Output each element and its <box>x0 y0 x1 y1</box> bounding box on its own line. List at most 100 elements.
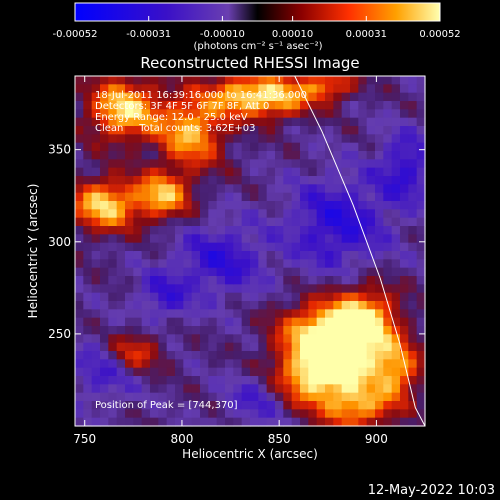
heatmap-cell <box>300 242 309 252</box>
heatmap-cell <box>91 101 101 110</box>
heatmap-cell <box>175 217 184 227</box>
heatmap-cell <box>400 276 409 285</box>
heatmap-cell <box>391 201 401 210</box>
heatmap-cell <box>391 392 401 402</box>
heatmap-cell <box>108 101 118 110</box>
heatmap-cell <box>125 192 134 202</box>
heatmap-cell <box>383 167 393 177</box>
heatmap-cell <box>158 326 168 335</box>
heatmap-cell <box>100 367 109 377</box>
heatmap-cell <box>358 409 368 419</box>
heatmap-cell <box>141 76 151 85</box>
heatmap-cell <box>358 92 368 102</box>
heatmap-cell <box>108 134 118 144</box>
heatmap-cell <box>258 317 268 327</box>
heatmap-cell <box>391 267 401 277</box>
heatmap-cell <box>133 234 143 244</box>
heatmap-cell <box>175 392 184 402</box>
heatmap-cell <box>350 301 359 310</box>
heatmap-cell <box>133 84 143 94</box>
heatmap-cell <box>258 76 268 85</box>
heatmap-cell <box>350 142 359 152</box>
heatmap-cell <box>291 359 301 369</box>
heatmap-cell <box>250 409 259 419</box>
heatmap-cell <box>283 76 293 85</box>
heatmap-cell <box>233 76 243 85</box>
heatmap-cell <box>416 209 426 219</box>
heatmap-cell <box>233 84 243 94</box>
heatmap-cell <box>275 84 284 94</box>
heatmap-cell <box>283 259 293 269</box>
heatmap-cell <box>408 401 418 410</box>
heatmap-cell <box>258 309 268 319</box>
heatmap-cell <box>250 259 259 269</box>
heatmap-cell <box>125 359 134 369</box>
heatmap-cell <box>150 159 159 169</box>
heatmap-cell <box>258 217 268 227</box>
heatmap-cell <box>208 109 218 119</box>
heatmap-cell <box>75 342 84 352</box>
heatmap-cell <box>241 176 251 185</box>
heatmap-cell <box>208 342 218 352</box>
heatmap-cell <box>133 142 143 152</box>
heatmap-cell <box>258 401 268 410</box>
heatmap-cell <box>225 109 234 119</box>
heatmap-cell <box>183 117 193 127</box>
heatmap-cell <box>141 309 151 319</box>
heatmap-cell <box>183 351 193 360</box>
heatmap-cell <box>100 226 109 235</box>
heatmap-cell <box>375 342 384 352</box>
heatmap-cell <box>200 276 209 285</box>
heatmap-cell <box>291 276 301 285</box>
heatmap-cell <box>150 201 159 210</box>
heatmap-cell <box>125 367 134 377</box>
heatmap-cell <box>183 317 193 327</box>
heatmap-cell <box>191 334 201 344</box>
heatmap-cell <box>266 101 276 110</box>
heatmap-cell <box>183 159 193 169</box>
heatmap-cell <box>250 384 259 394</box>
heatmap-cell <box>300 367 309 377</box>
heatmap-cell <box>333 334 343 344</box>
heatmap-cell <box>191 401 201 410</box>
heatmap-cell <box>250 334 259 344</box>
heatmap-cell <box>108 301 118 310</box>
heatmap-cell <box>141 259 151 269</box>
heatmap-cell <box>200 326 209 335</box>
heatmap-cell <box>175 267 184 277</box>
heatmap-cell <box>216 309 226 319</box>
heatmap-cell <box>316 184 326 194</box>
heatmap-cell <box>375 334 384 344</box>
heatmap-cell <box>183 409 193 419</box>
heatmap-cell <box>408 309 418 319</box>
heatmap-cell <box>83 326 93 335</box>
heatmap-cell <box>158 234 168 244</box>
heatmap-cell <box>241 226 251 235</box>
heatmap-cell <box>291 284 301 294</box>
heatmap-cell <box>333 359 343 369</box>
heatmap-cell <box>108 401 118 410</box>
heatmap-cell <box>408 201 418 210</box>
heatmap-cell <box>400 367 409 377</box>
heatmap-cell <box>83 251 93 260</box>
heatmap-cell <box>391 84 401 94</box>
heatmap-cell <box>283 309 293 319</box>
heatmap-cell <box>241 342 251 352</box>
heatmap-cell <box>175 367 184 377</box>
heatmap-cell <box>141 226 151 235</box>
heatmap-cell <box>241 367 251 377</box>
heatmap-cell <box>83 384 93 394</box>
heatmap-cell <box>108 76 118 85</box>
heatmap-cell <box>250 359 259 369</box>
heatmap-cell <box>391 117 401 127</box>
heatmap-cell <box>341 284 351 294</box>
heatmap-cell <box>391 401 401 410</box>
heatmap-cell <box>133 292 143 302</box>
heatmap-cell <box>108 109 118 119</box>
heatmap-cell <box>175 84 184 94</box>
heatmap-cell <box>375 151 384 160</box>
heatmap-cell <box>400 401 409 410</box>
heatmap-cell <box>133 317 143 327</box>
heatmap-cell <box>116 367 126 377</box>
heatmap-cell <box>366 292 376 302</box>
